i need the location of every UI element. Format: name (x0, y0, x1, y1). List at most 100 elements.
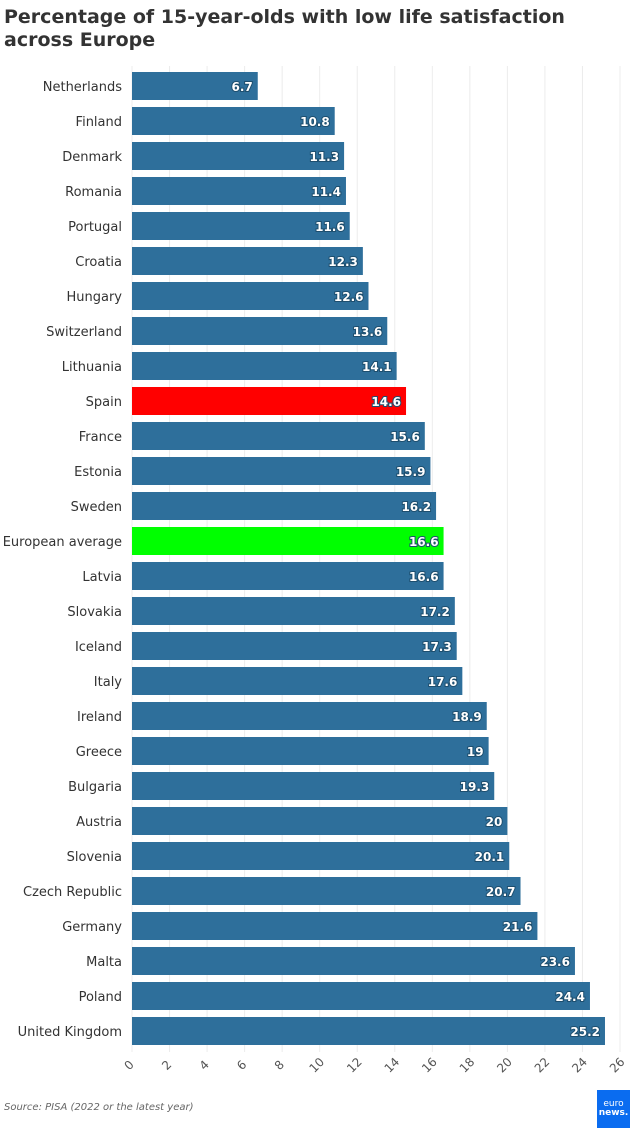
euronews-logo: euro news. (597, 1090, 630, 1128)
data-label: 16.6 (409, 535, 439, 549)
bar-european-average (132, 527, 444, 555)
category-label: Croatia (75, 255, 122, 270)
bar-malta (132, 947, 575, 975)
data-label: 11.6 (315, 220, 345, 234)
data-label: 20.7 (486, 885, 516, 899)
bar-latvia (132, 562, 444, 590)
bar-poland (132, 982, 590, 1010)
data-label: 10.8 (300, 115, 330, 129)
bar-czech-republic (132, 877, 521, 905)
bar-slovakia (132, 597, 455, 625)
x-tick-label: 6 (234, 1058, 249, 1073)
data-label: 13.6 (353, 325, 383, 339)
data-label: 24.4 (555, 990, 585, 1004)
bar-austria (132, 807, 508, 835)
data-label: 21.6 (503, 920, 533, 934)
category-label: Portugal (68, 220, 122, 235)
bar-sweden (132, 492, 437, 520)
x-tick-label: 26 (607, 1055, 628, 1076)
data-label: 20 (486, 815, 503, 829)
category-label: Slovenia (67, 850, 122, 865)
data-label: 17.2 (420, 605, 450, 619)
bar-switzerland (132, 317, 388, 345)
bar-greece (132, 737, 489, 765)
category-label: Austria (76, 815, 122, 830)
bar-finland (132, 107, 335, 135)
x-tick-label: 14 (382, 1055, 403, 1076)
category-label: Hungary (66, 290, 122, 305)
bar-estonia (132, 457, 431, 485)
data-label: 12.3 (328, 255, 358, 269)
category-label: Estonia (74, 465, 122, 480)
data-label: 16.2 (401, 500, 431, 514)
data-label: 11.4 (311, 185, 341, 199)
bar-united-kingdom (132, 1017, 605, 1045)
data-label: 15.6 (390, 430, 420, 444)
bar-romania (132, 177, 346, 205)
x-tick-label: 0 (122, 1058, 137, 1073)
category-label: Ireland (77, 710, 122, 725)
category-label: Italy (94, 675, 123, 690)
data-label: 15.9 (396, 465, 426, 479)
bar-germany (132, 912, 538, 940)
category-label: Greece (76, 745, 122, 760)
bar-slovenia (132, 842, 510, 870)
logo-line2: news. (598, 1108, 629, 1118)
x-tick-label: 16 (419, 1055, 440, 1076)
category-label: European average (3, 535, 122, 550)
data-label: 19 (467, 745, 484, 759)
bar-portugal (132, 212, 350, 240)
category-label: Germany (62, 920, 122, 935)
bar-ireland (132, 702, 487, 730)
category-label: Lithuania (62, 360, 122, 375)
bar-spain (132, 387, 407, 415)
x-tick-label: 22 (532, 1055, 553, 1076)
category-label: United Kingdom (18, 1025, 122, 1040)
category-label: Latvia (82, 570, 122, 585)
data-label: 17.6 (428, 675, 458, 689)
data-label: 17.3 (422, 640, 452, 654)
data-label: 14.6 (371, 395, 401, 409)
bar-italy (132, 667, 463, 695)
data-label: 18.9 (452, 710, 482, 724)
data-label: 11.3 (309, 150, 339, 164)
bar-denmark (132, 142, 345, 170)
x-tick-label: 12 (344, 1055, 365, 1076)
data-label: 25.2 (570, 1025, 600, 1039)
category-label: Iceland (75, 640, 122, 655)
category-label: Denmark (62, 150, 122, 165)
category-label: Malta (86, 955, 122, 970)
category-label: Netherlands (43, 80, 122, 95)
source-note: Source: PISA (2022 or the latest year) (4, 1102, 194, 1113)
category-label: Finland (76, 115, 122, 130)
data-label: 19.3 (460, 780, 490, 794)
category-label: Bulgaria (68, 780, 122, 795)
x-tick-label: 8 (272, 1058, 287, 1073)
category-label: Slovakia (67, 605, 122, 620)
bar-hungary (132, 282, 369, 310)
logo-line1: euro (603, 1099, 624, 1109)
category-label: Switzerland (46, 325, 122, 340)
category-label: Sweden (71, 500, 122, 515)
x-tick-label: 18 (457, 1055, 478, 1076)
data-label: 12.6 (334, 290, 364, 304)
x-tick-label: 24 (569, 1055, 590, 1076)
category-label: Spain (86, 395, 122, 410)
category-label: France (79, 430, 122, 445)
bar-bulgaria (132, 772, 495, 800)
x-tick-label: 4 (197, 1058, 212, 1073)
data-label: 6.7 (231, 80, 252, 94)
bar-netherlands (132, 72, 258, 100)
x-tick-label: 2 (159, 1058, 174, 1073)
category-label: Poland (79, 990, 122, 1005)
bar-lithuania (132, 352, 397, 380)
category-label: Romania (65, 185, 122, 200)
data-label: 20.1 (475, 850, 505, 864)
data-label: 16.6 (409, 570, 439, 584)
bar-croatia (132, 247, 363, 275)
chart-title: Percentage of 15-year-olds with low life… (4, 6, 565, 51)
x-tick-label: 20 (494, 1055, 515, 1076)
data-label: 23.6 (540, 955, 570, 969)
x-tick-label: 10 (307, 1055, 328, 1076)
